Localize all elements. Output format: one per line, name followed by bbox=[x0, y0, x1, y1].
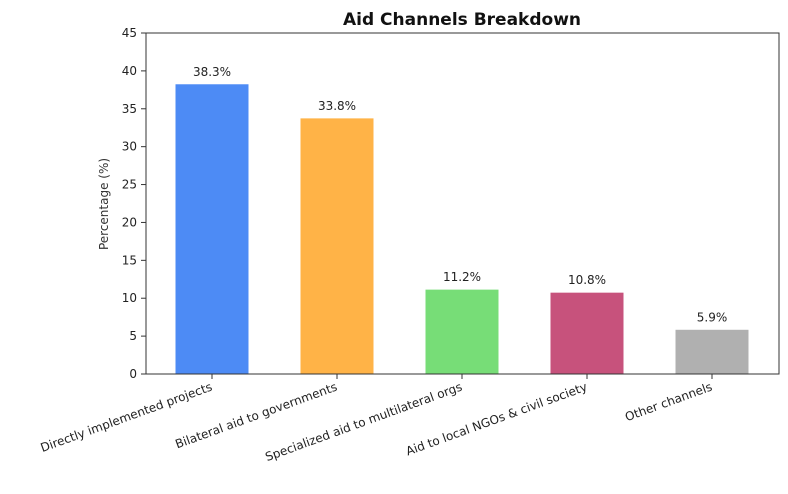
x-tick-label: Specialized aid to multilateral orgs bbox=[263, 380, 464, 464]
y-tick-label: 25 bbox=[122, 178, 137, 192]
bar-1 bbox=[174, 83, 250, 375]
bar-value-label: 10.8% bbox=[568, 273, 606, 287]
bar-4 bbox=[549, 291, 625, 375]
bar-3 bbox=[424, 288, 500, 375]
plot-area-frame bbox=[145, 32, 780, 375]
y-tick-label: 20 bbox=[122, 215, 137, 229]
bar-value-label: 33.8% bbox=[318, 99, 356, 113]
bar-value-label: 5.9% bbox=[697, 310, 728, 324]
y-axis-ticks: 0 5 10 15 20 25 30 35 40 45 bbox=[122, 26, 146, 381]
y-tick-label: 15 bbox=[122, 253, 137, 267]
x-tick-label: Other channels bbox=[623, 380, 714, 424]
bar-value-label: 11.2% bbox=[443, 270, 481, 284]
bars-layer bbox=[174, 83, 750, 375]
y-tick-label: 30 bbox=[122, 140, 137, 154]
y-tick-label: 40 bbox=[122, 64, 137, 78]
chart-title: Aid Channels Breakdown bbox=[343, 10, 581, 30]
y-tick-label: 0 bbox=[129, 367, 137, 381]
data-labels-layer: 38.3% 33.8% 11.2% 10.8% 5.9% bbox=[193, 65, 727, 325]
y-tick-label: 10 bbox=[122, 291, 137, 305]
y-tick-label: 45 bbox=[122, 26, 137, 40]
bar-5 bbox=[674, 328, 750, 375]
y-tick-label: 35 bbox=[122, 102, 137, 116]
y-axis-label: Percentage (%) bbox=[97, 158, 111, 250]
bar-2 bbox=[299, 117, 375, 375]
y-tick-label: 5 bbox=[129, 329, 137, 343]
bar-value-label: 38.3% bbox=[193, 65, 231, 79]
